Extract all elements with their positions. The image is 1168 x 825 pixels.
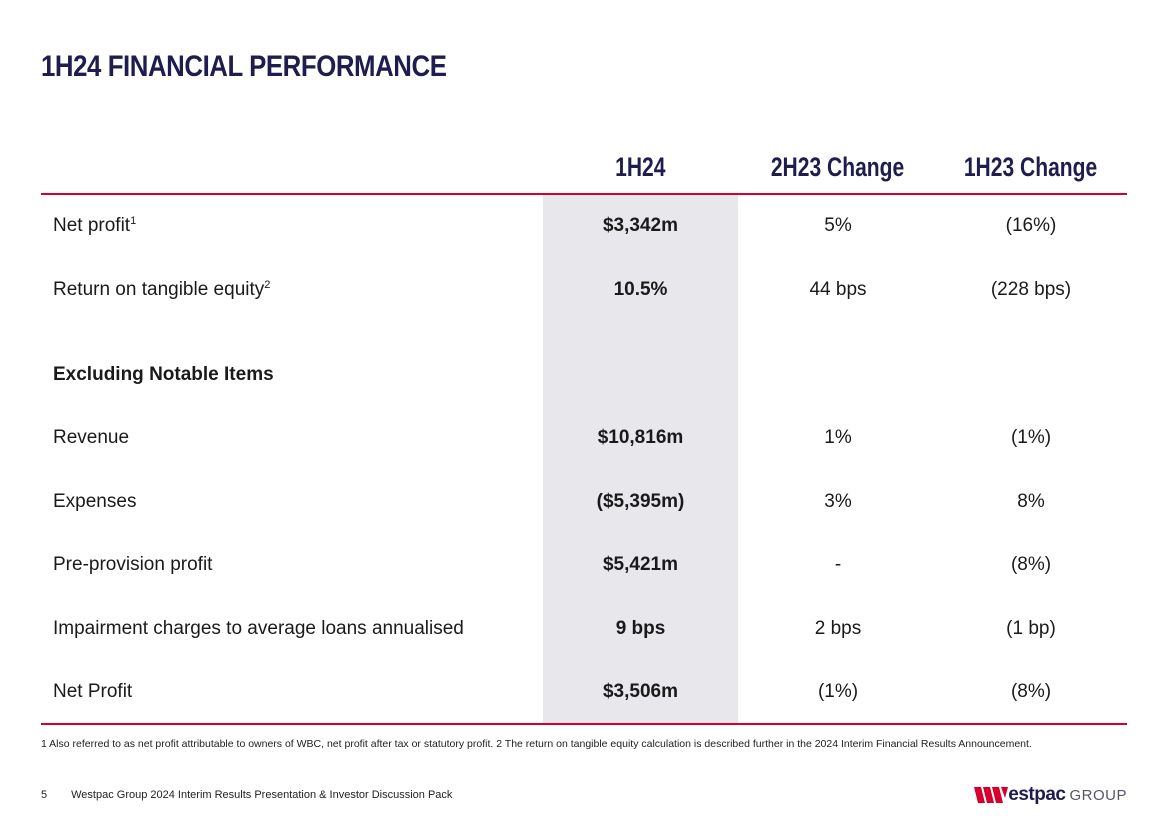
- cell-1h24: $10,816m: [597, 427, 684, 448]
- table-row-impairment-charges: Impairment charges to average loans annu…: [0, 614, 1168, 644]
- table-row-net-profit: Net profit1 $3,342m 5% (16%): [0, 211, 1168, 241]
- westpac-w-icon: [974, 787, 1009, 803]
- cell-1h23-change: (8%): [1010, 554, 1052, 575]
- column-header-2h23-change: 2H23 Change: [771, 152, 905, 182]
- table-row-revenue: Revenue $10,816m 1% (1%): [0, 423, 1168, 453]
- table-row-rote: Return on tangible equity2 10.5% 44 bps …: [0, 275, 1168, 305]
- table-bottom-rule: [41, 723, 1127, 725]
- westpac-group-logo: estpac GROUP: [974, 783, 1127, 807]
- cell-1h23-change: (8%): [1010, 681, 1052, 702]
- cell-2h23-change: (1%): [817, 681, 859, 702]
- cell-1h24: $5,421m: [602, 554, 678, 575]
- cell-2h23-change: 44 bps: [809, 279, 867, 300]
- cell-1h24: 9 bps: [615, 618, 666, 639]
- page-title: 1H24 FINANCIAL PERFORMANCE: [41, 50, 447, 83]
- row-label: Pre-provision profit: [53, 554, 213, 575]
- table-row-expenses: Expenses ($5,395m) 3% 8%: [0, 487, 1168, 517]
- cell-2h23-change: -: [834, 554, 842, 575]
- cell-2h23-change: 5%: [824, 215, 852, 236]
- cell-1h24: ($5,395m): [596, 491, 685, 512]
- cell-1h23-change: 8%: [1017, 491, 1045, 512]
- row-label: Return on tangible equity2: [53, 279, 271, 300]
- cell-1h24: $3,342m: [602, 215, 678, 236]
- cell-1h23-change: (228 bps): [990, 279, 1072, 300]
- table-top-rule: [41, 193, 1127, 195]
- table-row-pre-provision-profit: Pre-provision profit $5,421m - (8%): [0, 550, 1168, 580]
- row-label: Expenses: [53, 491, 137, 512]
- cell-1h23-change: (16%): [1005, 215, 1057, 236]
- column-header-1h23-change: 1H23 Change: [964, 152, 1098, 182]
- page-number: 5: [41, 789, 48, 801]
- section-heading-excluding-notable-items: Excluding Notable Items: [53, 364, 274, 385]
- cell-2h23-change: 2 bps: [814, 618, 862, 639]
- footnote: 1 Also referred to as net profit attribu…: [41, 738, 1032, 750]
- cell-1h23-change: (1 bp): [1006, 618, 1056, 639]
- row-label: Revenue: [53, 427, 130, 448]
- logo-group-text: GROUP: [1069, 786, 1127, 804]
- cell-1h23-change: (1%): [1010, 427, 1052, 448]
- cell-2h23-change: 3%: [824, 491, 852, 512]
- row-label: Net Profit: [53, 681, 133, 702]
- row-label: Impairment charges to average loans annu…: [53, 618, 464, 639]
- cell-1h24: 10.5%: [613, 279, 668, 300]
- table-row-net-profit-excl: Net Profit $3,506m (1%) (8%): [0, 677, 1168, 707]
- footer: 5 Westpac Group 2024 Interim Results Pres…: [41, 788, 452, 802]
- cell-1h24: $3,506m: [602, 681, 678, 702]
- column-header-1h24: 1H24: [615, 152, 666, 182]
- footer-text: Westpac Group 2024 Interim Results Prese…: [71, 789, 453, 801]
- logo-brand-text: estpac: [1008, 784, 1066, 805]
- cell-2h23-change: 1%: [824, 427, 852, 448]
- highlight-column-background: [543, 195, 738, 724]
- row-label: Net profit1: [53, 215, 137, 236]
